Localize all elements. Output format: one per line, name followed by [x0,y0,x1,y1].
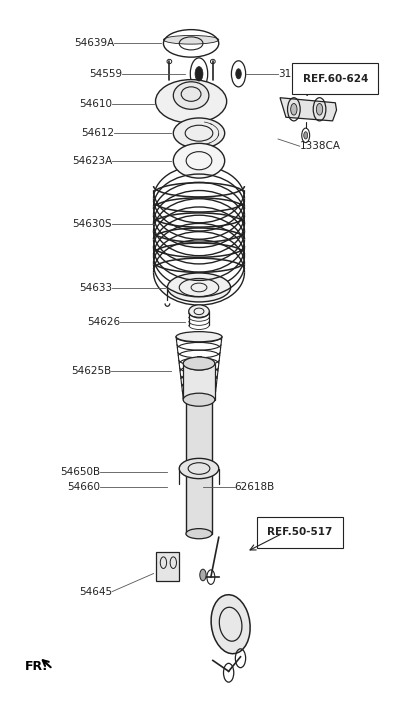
Ellipse shape [179,458,219,478]
Text: 54623A: 54623A [72,156,112,166]
Text: 31109: 31109 [278,69,311,79]
Ellipse shape [173,118,225,148]
Text: 54639A: 54639A [74,39,114,49]
Text: 54610: 54610 [79,99,112,109]
Circle shape [291,103,297,115]
Ellipse shape [183,393,215,406]
Ellipse shape [176,332,222,342]
Circle shape [200,569,206,581]
Ellipse shape [156,79,227,123]
Ellipse shape [183,357,215,370]
Text: FR.: FR. [25,659,48,672]
Bar [183,364,215,400]
Ellipse shape [173,81,209,109]
Bar [197,356,201,414]
Ellipse shape [189,305,209,318]
Ellipse shape [186,360,212,370]
Ellipse shape [164,36,219,44]
Text: 1338CA: 1338CA [300,141,341,151]
Ellipse shape [173,143,225,178]
Text: 54650B: 54650B [60,467,100,477]
Bar [186,365,212,534]
Text: 54630S: 54630S [72,219,112,229]
Text: 54645: 54645 [79,587,112,597]
Ellipse shape [183,395,215,402]
Ellipse shape [186,529,212,539]
Text: 54626: 54626 [87,317,120,327]
Text: 54612: 54612 [81,128,114,138]
Text: 62618B: 62618B [234,481,275,491]
Bar [156,552,179,581]
Text: REF.50-517: REF.50-517 [267,527,332,537]
Text: 54633: 54633 [79,284,112,293]
Text: 54625B: 54625B [71,366,111,376]
Ellipse shape [211,595,250,654]
Text: 54559: 54559 [89,69,122,79]
Circle shape [316,103,323,115]
Text: REF.60-624: REF.60-624 [302,74,368,84]
Polygon shape [280,97,337,121]
Circle shape [304,132,308,139]
Ellipse shape [168,273,230,302]
Circle shape [195,67,203,81]
Text: 54660: 54660 [67,481,100,491]
Circle shape [236,69,241,79]
